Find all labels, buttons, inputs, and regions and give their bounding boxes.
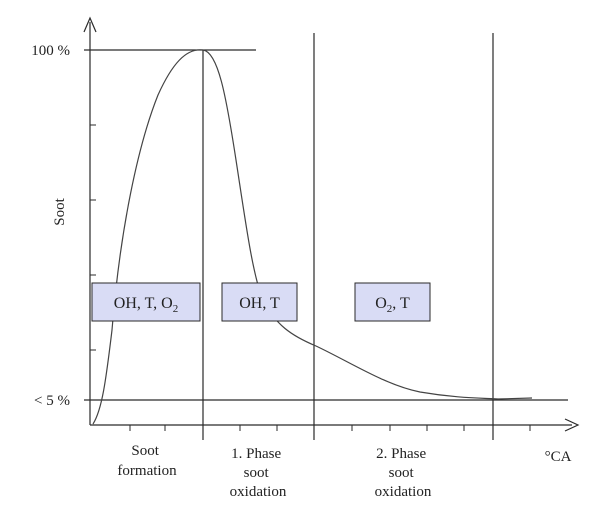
phase-label-phase-1: 1. Phase soot oxidation (230, 446, 287, 500)
box-o2-t: O2, T (354, 282, 431, 322)
x-axis-label: °CA (545, 449, 572, 465)
box-oh-t-o2-bg (91, 282, 201, 322)
y-ticks (90, 124, 96, 351)
x-axis-arrowhead (564, 418, 580, 432)
box-oh-t-label: OH, T (239, 295, 280, 312)
box-o2-t-label: O2, T (375, 295, 410, 315)
box-oh-t-bg (221, 282, 298, 322)
box-oh-t-o2: OH, T, O2 (91, 282, 201, 322)
y-axis-arrowhead (83, 16, 97, 33)
box-oh-t: OH, T (221, 282, 298, 322)
box-o2-t-bg (354, 282, 431, 322)
soot-curve (92, 49, 533, 425)
x-ticks (129, 425, 531, 431)
y-axis-label: Soot (52, 197, 68, 225)
y-tick-5: < 5 % (34, 393, 70, 409)
phase-label-soot-formation: Soot formation (117, 443, 177, 479)
y-tick-100: 100 % (31, 43, 70, 59)
box-oh-t-o2-label: OH, T, O2 (114, 295, 178, 315)
phase-label-phase-2: 2. Phase soot oxidation (375, 446, 432, 500)
axes (83, 16, 580, 440)
